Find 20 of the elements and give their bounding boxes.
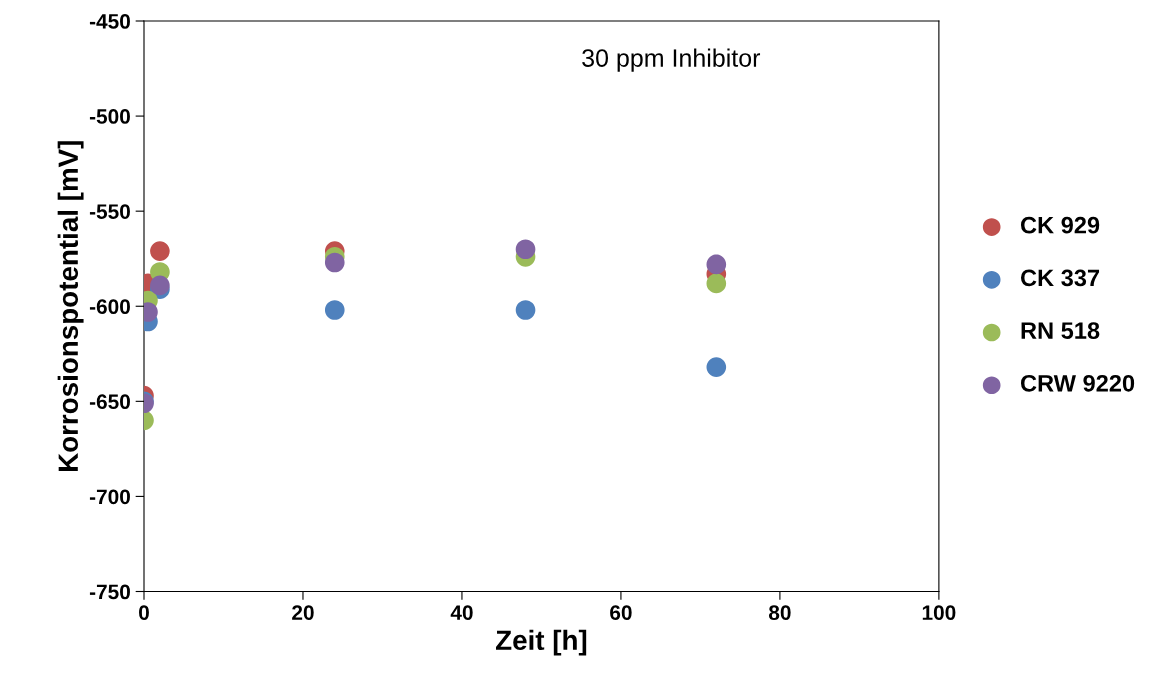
y-tick-label: -600 bbox=[89, 299, 130, 314]
x-axis-title: Zeit [h] bbox=[495, 629, 587, 656]
x-tick-label: 0 bbox=[139, 605, 149, 620]
y-tick-label: -500 bbox=[89, 109, 130, 124]
x-tick-label: 20 bbox=[292, 605, 314, 620]
legend-label: CRW 9220 bbox=[1020, 374, 1135, 392]
legend-label: RN 518 bbox=[1021, 322, 1100, 339]
y-tick-label: -750 bbox=[89, 584, 130, 600]
annotation: 30 ppm Inhibitor bbox=[582, 48, 761, 72]
legend-label: CK 929 bbox=[1020, 216, 1100, 234]
y-axis-title: Korrosionspotential [mV] bbox=[57, 141, 84, 472]
x-tick-label: 80 bbox=[768, 605, 791, 620]
y-tick-label: -700 bbox=[89, 489, 130, 505]
legend-label: CK 337 bbox=[1020, 269, 1100, 287]
y-tick-label: -550 bbox=[89, 204, 130, 219]
x-tick-label: 40 bbox=[450, 605, 473, 620]
y-tick-label: -450 bbox=[89, 14, 130, 29]
y-tick-label: -650 bbox=[89, 394, 130, 410]
x-tick-label: 60 bbox=[610, 605, 632, 620]
x-tick-label: 100 bbox=[922, 605, 956, 620]
